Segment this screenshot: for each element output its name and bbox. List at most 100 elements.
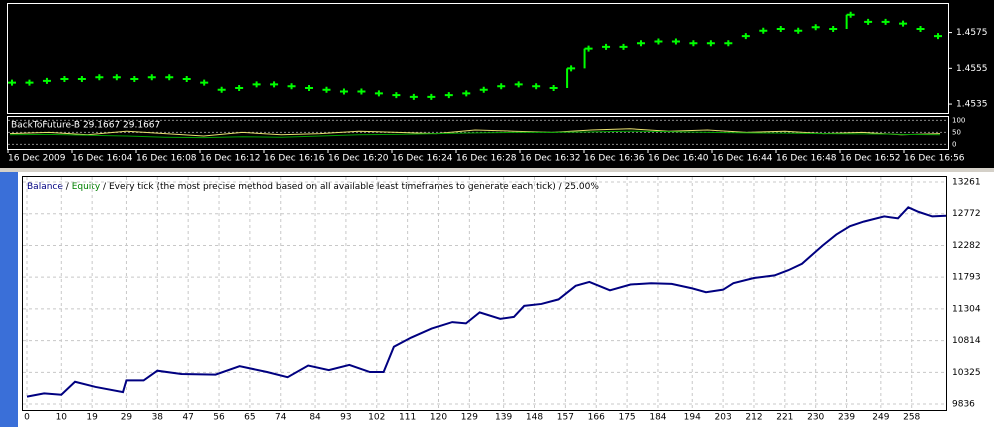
price-bar bbox=[671, 38, 680, 45]
legend-equity: Equity bbox=[72, 182, 101, 192]
y-tick-label: 1.4575 bbox=[956, 28, 988, 38]
price-bar bbox=[60, 76, 69, 83]
price-bar bbox=[881, 18, 890, 25]
x-tick-label: 221 bbox=[776, 413, 793, 423]
y-tick-label: 13261 bbox=[952, 177, 981, 187]
x-tick-label: 47 bbox=[182, 413, 193, 423]
y-tick-label: 10814 bbox=[952, 336, 981, 346]
price-bar bbox=[217, 86, 226, 93]
time-label: 16 Dec 16:20 bbox=[328, 154, 389, 164]
subtitle: Every tick (the most precise method base… bbox=[109, 182, 599, 192]
x-tick-label: 194 bbox=[684, 413, 701, 423]
price-bar bbox=[916, 26, 925, 33]
time-label: 16 Dec 16:24 bbox=[392, 154, 453, 164]
x-tick-label: 111 bbox=[399, 413, 416, 423]
price-bar bbox=[845, 11, 855, 30]
price-bar bbox=[497, 83, 506, 90]
time-label: 16 Dec 2009 bbox=[8, 154, 66, 164]
legend: Balance / Equity / Every tick (the most … bbox=[27, 182, 599, 192]
x-tick-label: 93 bbox=[340, 413, 351, 423]
x-tick-label: 10 bbox=[56, 413, 68, 423]
y-tick-label: 12282 bbox=[952, 241, 981, 251]
x-tick-label: 38 bbox=[152, 413, 164, 423]
price-bar bbox=[583, 45, 593, 69]
time-label: 16 Dec 16:16 bbox=[264, 154, 325, 164]
balance-panel bbox=[18, 172, 994, 427]
y-tick-label: 10325 bbox=[952, 368, 981, 378]
price-bar bbox=[636, 40, 645, 47]
x-tick-label: 166 bbox=[588, 413, 605, 423]
x-tick-label: 120 bbox=[430, 413, 447, 423]
price-bar bbox=[794, 27, 803, 34]
x-tick-label: 102 bbox=[368, 413, 385, 423]
price-bar bbox=[619, 43, 628, 50]
price-bar bbox=[811, 24, 820, 31]
y-tick-label: 1.4555 bbox=[956, 64, 988, 74]
y-tick-label: 11304 bbox=[952, 304, 981, 314]
price-bar bbox=[759, 27, 768, 34]
price-bar bbox=[374, 90, 383, 97]
x-tick-label: 0 bbox=[24, 413, 30, 423]
x-tick-label: 239 bbox=[838, 413, 855, 423]
price-bar bbox=[829, 26, 838, 33]
price-bar bbox=[95, 74, 104, 81]
y-tick-label: 9836 bbox=[952, 400, 975, 410]
x-tick-label: 65 bbox=[244, 413, 255, 423]
price-bar bbox=[42, 77, 51, 84]
x-tick-label: 157 bbox=[557, 413, 574, 423]
indicator-title: BackToFuture-B 29.1667 29.1667 bbox=[11, 121, 160, 131]
price-bar bbox=[287, 83, 296, 90]
price-bar bbox=[724, 40, 733, 47]
time-label: 16 Dec 16:36 bbox=[584, 154, 645, 164]
price-bar bbox=[8, 79, 16, 86]
indicator-line bbox=[9, 130, 941, 139]
price-bar bbox=[427, 93, 436, 100]
price-bar bbox=[25, 79, 34, 86]
indicator-tick-label: 0 bbox=[952, 140, 956, 148]
price-bar bbox=[147, 74, 156, 81]
x-tick-label: 29 bbox=[121, 413, 133, 423]
x-tick-label: 230 bbox=[807, 413, 824, 423]
separator: / bbox=[103, 182, 107, 192]
price-bar bbox=[462, 90, 471, 97]
price-bar bbox=[235, 84, 244, 91]
price-bar bbox=[479, 86, 488, 93]
price-bar bbox=[165, 74, 174, 81]
price-bar bbox=[741, 33, 750, 40]
price-bar bbox=[339, 88, 348, 95]
time-label: 16 Dec 16:04 bbox=[72, 154, 133, 164]
time-label: 16 Dec 16:48 bbox=[776, 154, 837, 164]
price-bar bbox=[514, 81, 523, 88]
x-tick-label: 139 bbox=[495, 413, 512, 423]
price-panel bbox=[0, 0, 994, 168]
price-bar bbox=[112, 74, 121, 81]
y-tick-label: 11793 bbox=[952, 273, 981, 283]
price-bar bbox=[130, 76, 139, 83]
side-bar bbox=[0, 172, 18, 427]
x-tick-label: 258 bbox=[903, 413, 920, 423]
balance-frame bbox=[22, 176, 947, 411]
price-bar bbox=[252, 81, 261, 88]
price-bar bbox=[566, 65, 576, 88]
price-bar bbox=[706, 40, 715, 47]
price-bar bbox=[270, 81, 279, 88]
x-tick-label: 203 bbox=[715, 413, 732, 423]
price-bar bbox=[899, 20, 908, 27]
x-tick-label: 129 bbox=[461, 413, 478, 423]
x-tick-label: 184 bbox=[649, 413, 666, 423]
price-bar bbox=[444, 92, 453, 99]
x-tick-label: 84 bbox=[309, 413, 321, 423]
price-bar bbox=[689, 40, 698, 47]
time-label: 16 Dec 16:32 bbox=[520, 154, 581, 164]
price-bar bbox=[934, 33, 942, 40]
x-tick-label: 19 bbox=[86, 413, 98, 423]
x-tick-label: 212 bbox=[745, 413, 762, 423]
x-tick-label: 175 bbox=[618, 413, 635, 423]
price-bar bbox=[864, 18, 873, 25]
price-bar bbox=[549, 84, 558, 91]
price-bar bbox=[182, 76, 191, 83]
price-bar bbox=[305, 84, 314, 91]
indicator-tick-label: 100 bbox=[952, 116, 965, 124]
